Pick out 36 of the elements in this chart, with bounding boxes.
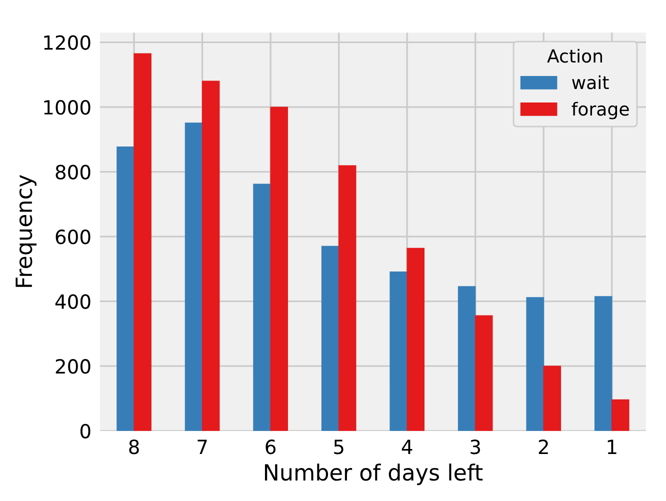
- legend-label: wait: [572, 75, 609, 90]
- x-tick-label: 3: [470, 440, 480, 454]
- x-tick-label: 6: [266, 440, 276, 454]
- y-tick-label: 400: [55, 294, 90, 309]
- bar: [202, 80, 220, 431]
- bar: [406, 248, 425, 431]
- bar: [458, 286, 476, 431]
- bar: [390, 272, 408, 431]
- x-tick-label: 7: [198, 440, 207, 454]
- x-tick-label: 2: [538, 440, 548, 454]
- x-axis-title: Number of days left: [264, 464, 483, 486]
- bar: [270, 106, 288, 431]
- bar: [184, 122, 203, 431]
- y-tick-label: 1200: [44, 35, 90, 50]
- y-axis-title: Frequency: [16, 174, 37, 287]
- x-tick-label: 1: [608, 440, 616, 454]
- legend-title: Action: [547, 48, 602, 63]
- bar: [253, 184, 271, 431]
- x-tick-label: 8: [129, 440, 139, 454]
- y-tick-label: 1000: [44, 100, 90, 115]
- y-tick-label: 200: [56, 359, 90, 374]
- bar: [338, 165, 356, 431]
- bar: [475, 315, 493, 431]
- y-tick-label: 800: [56, 164, 90, 180]
- bar: [116, 146, 134, 431]
- x-tick-label: 5: [334, 440, 344, 454]
- x-tick-label: 4: [402, 440, 412, 454]
- bar: [594, 296, 612, 431]
- y-tick-label: 0: [80, 424, 90, 439]
- bar: [321, 246, 340, 431]
- bar: [526, 297, 544, 431]
- bar: [134, 53, 152, 431]
- bar: [612, 399, 630, 431]
- legend-label: forage: [572, 102, 629, 120]
- y-tick-label: 600: [56, 230, 90, 244]
- bar: [543, 366, 562, 431]
